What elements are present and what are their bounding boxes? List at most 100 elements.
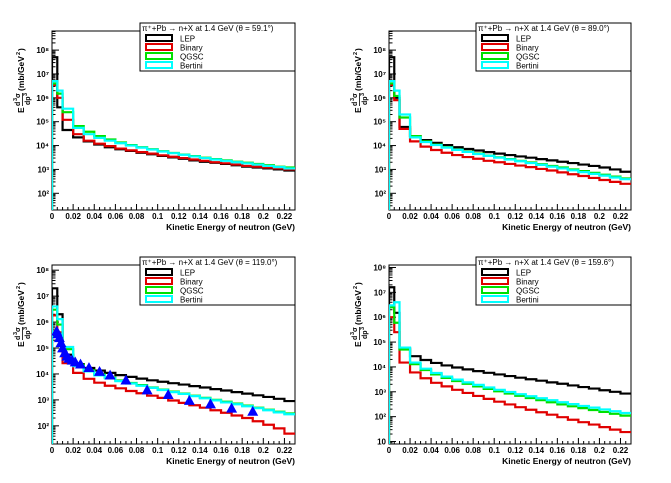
- legend-swatch-lep: [481, 268, 509, 276]
- y-label-sigma: σ: [352, 327, 359, 332]
- y-label-unit-close: ): [353, 48, 363, 51]
- data-point-triangle: [104, 369, 116, 380]
- x-tick-label: 0.04: [423, 446, 439, 455]
- y-tick-label: 10⁴: [373, 142, 386, 151]
- x-axis-label: Kinetic Energy of neutron (GeV): [166, 222, 295, 232]
- legend-label-bertini: Bertini: [516, 62, 539, 71]
- legend-swatch-qgsc: [145, 52, 173, 60]
- legend-title: π⁺+Pb → n+X at 1.4 GeV (θ = 159.6°): [478, 258, 614, 267]
- legend-label-lep: LEP: [516, 35, 531, 44]
- y-label-denominator-exp: 3: [23, 327, 29, 330]
- x-tick-label: 0: [50, 212, 55, 221]
- x-tick-label: 0.02: [402, 446, 418, 455]
- x-tick-label: 0.04: [86, 212, 102, 221]
- x-tick-label: 0.06: [444, 212, 460, 221]
- histogram-qgsc: [52, 308, 295, 444]
- y-tick-label: 10⁶: [373, 313, 386, 322]
- y-label-unit: (mb/GeV: [16, 290, 26, 325]
- x-tick-label: 0.02: [402, 212, 418, 221]
- x-tick-label: 0.1: [152, 446, 164, 455]
- x-axis-label: Kinetic Energy of neutron (GeV): [502, 222, 631, 232]
- x-tick-label: 0.18: [234, 446, 250, 455]
- y-tick-label: 10⁶: [373, 94, 386, 103]
- legend-swatch-bertini: [145, 295, 173, 303]
- data-point-triangle: [247, 405, 259, 416]
- data-point-triangle: [120, 374, 132, 385]
- y-tick-label: 10⁷: [37, 70, 49, 79]
- legend-swatch-binary: [145, 43, 173, 51]
- y-label-e: E: [16, 107, 26, 113]
- y-label-unit: (mb/GeV: [16, 56, 26, 91]
- x-tick-label: 0.2: [594, 212, 606, 221]
- data-point-triangle: [75, 358, 87, 369]
- x-tick-label: 0.1: [489, 212, 501, 221]
- histogram-binary: [52, 314, 295, 444]
- chart-panel-4: 0 0.02 0.04 0.06 0.08 0.1 0.12 0.14 0.16 0.18 0.2 0…: [350, 256, 632, 466]
- y-label-unit-close: ): [16, 282, 26, 285]
- y-tick-label: 10²: [37, 422, 49, 431]
- histogram-bertini: [52, 305, 295, 444]
- histogram-bertini: [389, 301, 631, 444]
- legend-swatch-binary: [145, 277, 173, 285]
- y-label-denominator-dp: dp: [25, 330, 32, 339]
- x-tick-label: 0.18: [571, 212, 587, 221]
- legend-label-qgsc: QGSC: [180, 53, 204, 62]
- y-tick-label: 10³: [37, 396, 49, 405]
- histogram-binary: [389, 83, 631, 210]
- x-tick-label: 0.08: [465, 446, 481, 455]
- legend-swatch-binary: [481, 43, 509, 51]
- y-label-unit: (mb/GeV: [353, 56, 363, 91]
- x-tick-label: 0.12: [171, 446, 187, 455]
- x-tick-label: 0.22: [613, 212, 629, 221]
- x-tick-label: 0.14: [192, 446, 208, 455]
- histogram-binary: [52, 83, 295, 210]
- x-tick-label: 0.22: [277, 446, 293, 455]
- y-tick-label: 10³: [374, 165, 386, 174]
- data-point-triangle: [162, 389, 174, 400]
- x-tick-label: 0.04: [423, 212, 439, 221]
- y-label-numerator-d: d: [352, 336, 359, 340]
- y-label-sigma: σ: [352, 93, 359, 98]
- legend-label-binary: Binary: [180, 278, 203, 287]
- chart-panel-2: 0 0.02 0.04 0.06 0.08 0.1 0.12 0.14 0.16 0.18 0.2 0…: [350, 22, 632, 232]
- x-tick-label: 0.08: [129, 446, 145, 455]
- legend-swatch-bertini: [481, 61, 509, 69]
- y-tick-label: 10²: [374, 189, 386, 198]
- x-tick-label: 0.1: [152, 212, 164, 221]
- x-tick-label: 0.06: [444, 446, 460, 455]
- x-tick-label: 0.06: [108, 446, 124, 455]
- x-tick-label: 0.12: [507, 446, 523, 455]
- y-label-unit: (mb/GeV: [353, 290, 363, 325]
- legend: π⁺+Pb → n+X at 1.4 GeV (θ = 159.6°) LEPBi…: [475, 256, 632, 306]
- y-label-numerator-d: d: [352, 102, 359, 106]
- y-tick-label: 10⁶: [36, 94, 49, 103]
- y-tick-label: 10⁸: [36, 46, 49, 55]
- x-tick-label: 0.02: [65, 212, 81, 221]
- legend-label-lep: LEP: [180, 269, 195, 278]
- y-label-numerator-exp: 3: [350, 332, 356, 335]
- y-label-denominator-dp: dp: [362, 96, 369, 105]
- y-tick-label: 10⁴: [36, 142, 49, 151]
- x-tick-label: 0.14: [529, 446, 545, 455]
- x-tick-label: 0.04: [86, 446, 102, 455]
- legend-title: π⁺+Pb → n+X at 1.4 GeV (θ = 119.0°): [142, 258, 278, 267]
- y-tick-label: 10⁴: [373, 363, 386, 372]
- y-tick-label: 10²: [37, 189, 49, 198]
- x-tick-label: 0.02: [65, 446, 81, 455]
- y-tick-label: 10⁴: [36, 370, 49, 379]
- legend-swatch-lep: [145, 34, 173, 42]
- legend-title: π⁺+Pb → n+X at 1.4 GeV (θ = 89.0°): [478, 24, 610, 33]
- legend: π⁺+Pb → n+X at 1.4 GeV (θ = 119.0°) LEPBi…: [139, 256, 296, 306]
- legend-label-bertini: Bertini: [180, 62, 203, 71]
- y-label-unit-exp: 2: [353, 286, 359, 289]
- legend-label-lep: LEP: [516, 269, 531, 278]
- x-tick-label: 0: [387, 446, 392, 455]
- y-label-unit-exp: 2: [16, 52, 22, 55]
- y-tick-label: 10⁸: [36, 266, 49, 275]
- histogram-lep: [389, 56, 631, 210]
- y-tick-label: 10³: [37, 165, 49, 174]
